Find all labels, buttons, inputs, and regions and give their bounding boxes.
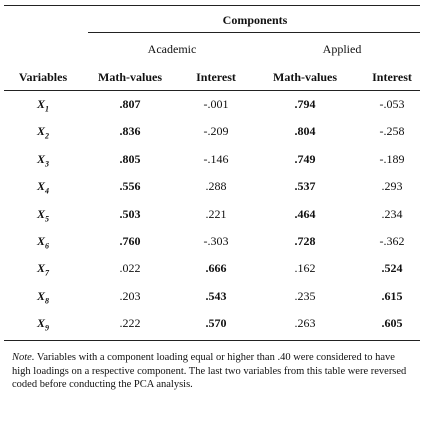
group-header: Academic	[147, 42, 197, 56]
loading-cell: .524	[381, 261, 403, 276]
loading-cell: .728	[294, 234, 316, 248]
loading-cell: .162	[294, 261, 316, 276]
loading-cell: -.303	[203, 234, 229, 248]
table-title: Components	[222, 13, 288, 27]
loading-cell: .293	[381, 179, 403, 194]
loading-cell: .022	[119, 261, 141, 276]
loading-cell: -.189	[379, 151, 405, 166]
variable-subscript: 7	[45, 268, 50, 278]
column-header: Variables	[18, 70, 68, 84]
loading-cell: .749	[294, 151, 316, 166]
loading-cell: -.053	[379, 97, 405, 111]
variable-subscript: 6	[45, 241, 50, 251]
loading-cell: .288	[205, 179, 227, 194]
bottom-rule	[4, 340, 420, 341]
note-text: Variables with a component loading equal…	[12, 352, 407, 390]
loading-cell: .570	[205, 316, 227, 331]
loading-cell: .464	[294, 206, 316, 221]
column-header: Math-values	[273, 70, 337, 84]
loading-cell: .760	[119, 234, 141, 248]
column-header: Math-values	[98, 70, 162, 84]
loading-cell: .794	[294, 97, 316, 111]
variable-name: X	[36, 234, 46, 248]
loading-cell: -.258	[379, 124, 405, 139]
components-rule	[88, 32, 420, 33]
variable-cell: X4	[37, 179, 49, 195]
column-header: Interest	[196, 70, 236, 84]
group-header: Applied	[322, 42, 362, 56]
variable-cell: X3	[37, 152, 49, 168]
note-label: Note.	[12, 352, 35, 363]
variable-cell: X7	[37, 261, 49, 277]
loading-cell: -.001	[203, 97, 229, 111]
variable-name: X	[36, 151, 46, 166]
variable-cell: X5	[37, 207, 49, 223]
variable-cell: X8	[37, 289, 49, 305]
loading-cell: .666	[205, 261, 227, 276]
variable-name: X	[36, 124, 46, 139]
variable-cell: X9	[37, 316, 49, 332]
variable-name: X	[36, 261, 46, 276]
note: Note. Variables with a component loading…	[12, 351, 414, 392]
column-header: Interest	[372, 70, 412, 84]
variable-subscript: 8	[45, 296, 50, 306]
variable-subscript: 3	[45, 159, 50, 169]
variable-subscript: 1	[45, 104, 50, 114]
variable-subscript: 2	[45, 131, 50, 141]
loading-cell: .235	[294, 288, 316, 303]
variable-subscript: 4	[45, 186, 50, 196]
loading-cell: .605	[381, 316, 403, 331]
variable-subscript: 9	[45, 323, 50, 333]
top-rule	[4, 5, 420, 6]
variable-name: X	[36, 97, 46, 111]
loading-cell: .805	[119, 151, 141, 166]
variable-name: X	[36, 288, 46, 303]
variable-cell: X1	[37, 97, 49, 113]
variable-cell: X6	[37, 234, 49, 250]
variable-name: X	[36, 316, 46, 331]
variable-name: X	[36, 206, 46, 221]
loading-cell: .804	[294, 124, 316, 139]
loading-cell: -.362	[379, 234, 405, 248]
loading-cell: .503	[119, 206, 141, 221]
header-rule	[4, 90, 420, 91]
loading-cell: .537	[294, 179, 316, 194]
loading-cell: .807	[119, 97, 141, 111]
variable-cell: X2	[37, 124, 49, 140]
variable-subscript: 5	[45, 213, 50, 223]
loading-cell: .615	[381, 288, 403, 303]
loading-cell: .263	[294, 316, 316, 331]
loading-cell: .556	[119, 179, 141, 194]
loading-cell: .222	[119, 316, 141, 331]
loading-cell: .234	[381, 206, 403, 221]
loading-cell: .203	[119, 288, 141, 303]
loading-cell: .836	[119, 124, 141, 139]
variable-name: X	[36, 179, 46, 194]
loading-cell: -.146	[203, 151, 229, 166]
loading-cell: .221	[205, 206, 227, 221]
loading-cell: .543	[205, 288, 227, 303]
loading-cell: -.209	[203, 124, 229, 139]
